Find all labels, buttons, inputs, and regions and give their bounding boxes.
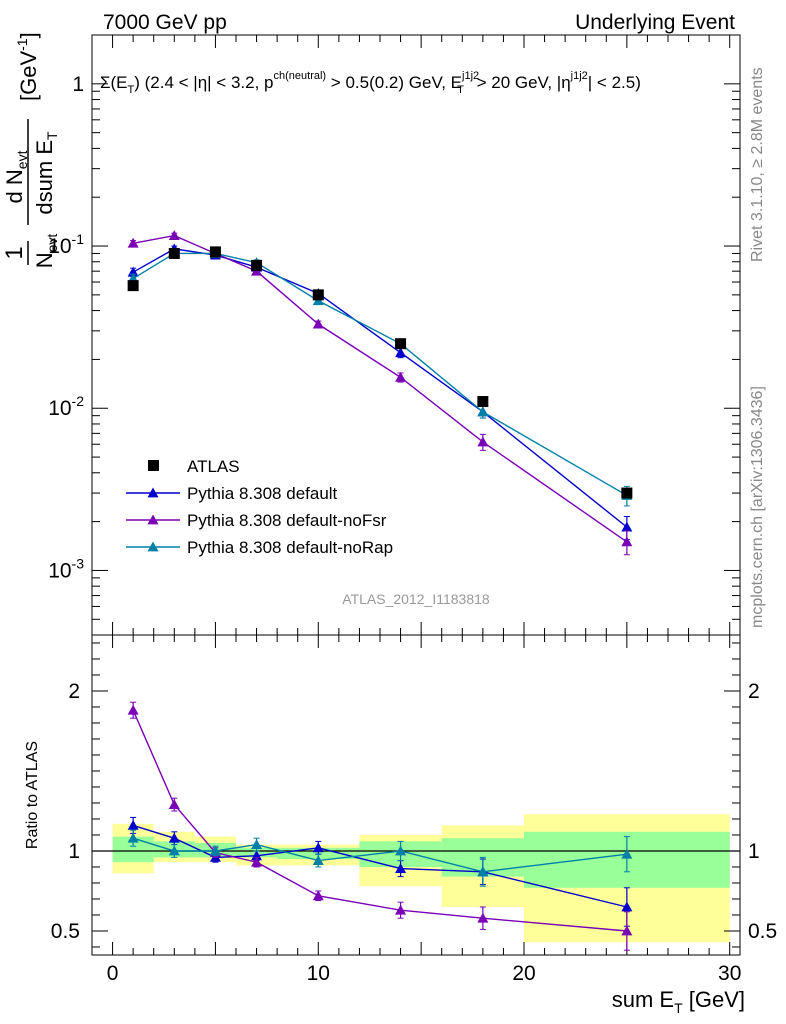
ratio-uncertainty-bands <box>112 814 730 943</box>
data-point-square <box>312 289 324 301</box>
mcplots-label: mcplots.cern.ch [arXiv:1306.3436] <box>749 386 766 628</box>
ratio-point-triangle <box>395 904 407 915</box>
ratio-point-triangle <box>251 856 263 867</box>
ratio-plot-border <box>91 634 741 956</box>
data-point-square <box>209 246 221 258</box>
ratio-y-tick-label-right: 2 <box>748 680 760 703</box>
ratio-y-axis-label: Ratio to ATLAS <box>24 741 41 849</box>
ratio-plot-series <box>127 701 633 951</box>
header-left: 7000 GeV pp <box>103 11 227 34</box>
legend-label: Pythia 8.308 default <box>187 484 338 503</box>
svg-text:Nevt: Nevt <box>32 234 60 269</box>
series-line <box>132 248 628 528</box>
x-tick-label: 20 <box>512 962 535 985</box>
ratio-point-triangle <box>168 832 180 843</box>
ratio-y-tick-label: 2 <box>68 680 80 703</box>
data-point-square <box>395 338 407 350</box>
data-point-square <box>168 247 180 259</box>
ratio-series-line <box>132 837 627 873</box>
legend-label: Pythia 8.308 default-noRap <box>187 538 393 557</box>
data-point-triangle <box>621 536 633 547</box>
ratio-point-triangle <box>127 819 139 830</box>
data-point-triangle <box>127 237 139 248</box>
ratio-y-tick-label-right: 1 <box>748 840 760 863</box>
y-tick-label-main: 10-1 <box>48 231 84 258</box>
legend-marker-triangle <box>147 487 159 498</box>
ratio-point-triangle <box>209 845 221 856</box>
svg-text:[GeV-1]: [GeV-1] <box>14 32 41 101</box>
ratio-point-triangle <box>168 799 180 809</box>
data-point-triangle <box>168 230 180 240</box>
ratio-point-triangle <box>621 901 633 912</box>
x-tick-label: 30 <box>718 962 741 985</box>
svg-text:1: 1 <box>1 246 28 259</box>
ratio-point-triangle <box>312 855 324 865</box>
data-point-square <box>127 280 139 292</box>
data-point-square <box>477 396 489 408</box>
series-line <box>132 252 628 497</box>
y-tick-label-main: 10-3 <box>48 555 84 582</box>
data-point-triangle <box>621 521 633 532</box>
ratio-point-triangle <box>395 845 407 856</box>
rivet-label: Rivet 3.1.10, ≥ 2.8M events <box>749 67 766 262</box>
data-point-square <box>251 259 263 271</box>
data-point-triangle <box>477 436 489 447</box>
ratio-point-triangle <box>127 704 139 715</box>
legend-label: Pythia 8.308 default-noFsr <box>187 511 387 530</box>
legend: ATLAS Pythia 8.308 default Pythia 8.308 de… <box>126 457 393 557</box>
y-tick-label-main: 10-2 <box>48 393 84 420</box>
data-point-triangle <box>477 406 489 417</box>
x-tick-label: 10 <box>307 962 330 985</box>
ratio-point-triangle <box>395 863 407 873</box>
legend-marker-triangle <box>147 514 159 525</box>
main-plot-series <box>127 230 633 556</box>
data-point-square <box>621 487 633 499</box>
ratio-plot-frame: 0 10 20 30 0.5 0.5 1 1 2 2 <box>51 634 777 985</box>
ratio-point-triangle <box>477 912 489 923</box>
watermark: ATLAS_2012_I1183818 <box>342 591 490 607</box>
legend-marker-square <box>148 460 159 471</box>
ratio-point-triangle <box>251 839 263 849</box>
svg-text:dsum ET: dsum ET <box>32 131 60 215</box>
ratio-y-tick-label-right: 0.5 <box>748 920 777 943</box>
ratio-point-triangle <box>168 845 180 856</box>
y-tick-label-main: 1 <box>72 73 84 96</box>
ratio-point-triangle <box>312 842 324 853</box>
x-axis-label: sum ET [GeV] <box>612 987 745 1016</box>
main-y-axis-label: 1 Nevt d Nevt dsum ET [GeV-1] <box>1 32 60 268</box>
header-right: Underlying Event <box>575 11 735 34</box>
ratio-series-line <box>132 824 628 908</box>
legend-marker-triangle <box>147 541 159 552</box>
data-point-triangle <box>312 318 324 329</box>
ratio-point-triangle <box>477 866 489 877</box>
ratio-y-tick-label: 1 <box>68 840 80 863</box>
x-tick-label: 0 <box>107 962 119 985</box>
ratio-point-triangle <box>621 925 633 936</box>
ratio-point-triangle <box>312 890 324 901</box>
data-point-triangle <box>395 347 407 358</box>
ratio-point-triangle <box>127 832 139 843</box>
data-point-triangle <box>395 371 407 382</box>
svg-text:d Nevt: d Nevt <box>2 150 30 203</box>
ratio-series-line <box>132 709 627 932</box>
main-plot-title: Σ(ET) (2.4 < |η| < 3.2, pch(neutral) > 0… <box>100 70 641 96</box>
legend-label: ATLAS <box>187 457 240 476</box>
series-line <box>133 234 628 543</box>
ratio-y-tick-label: 0.5 <box>51 920 80 943</box>
ratio-point-triangle <box>621 848 633 859</box>
